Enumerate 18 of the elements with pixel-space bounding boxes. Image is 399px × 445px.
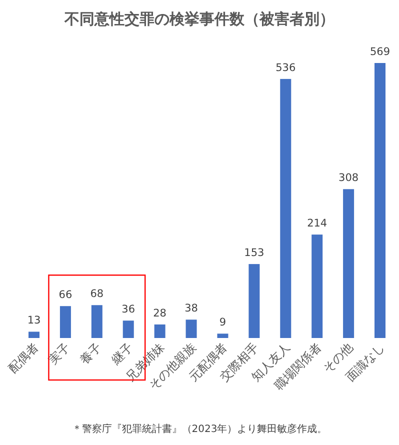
data-label: 28 — [153, 307, 167, 320]
data-label: 308 — [338, 172, 359, 184]
data-label: 569 — [370, 46, 390, 58]
chart-title: 不同意性交罪の検挙事件数（被害者別） — [64, 10, 334, 28]
data-label: 68 — [90, 288, 104, 300]
data-label: 214 — [307, 218, 328, 230]
data-label: 9 — [219, 316, 226, 329]
x-tick-label: 実子 — [46, 340, 73, 368]
data-label: 38 — [184, 302, 198, 315]
data-label: 13 — [27, 314, 41, 327]
data-label: 153 — [244, 247, 264, 260]
data-label: 36 — [122, 304, 136, 316]
x-tick-label: 養子 — [77, 340, 104, 368]
x-tick-label: 継子 — [108, 340, 136, 368]
x-tick-label: 配偶者 — [6, 340, 42, 376]
text: ＊警察庁『犯罪統計書』（2023年）より舞田敏彦作成。 — [72, 423, 328, 435]
data-label: 536 — [276, 62, 296, 74]
data-label: 66 — [58, 289, 72, 302]
